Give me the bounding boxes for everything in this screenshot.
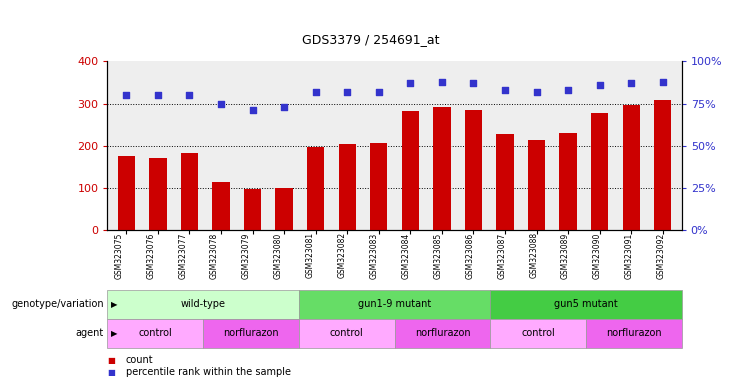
Bar <box>244 189 262 230</box>
Text: ▶: ▶ <box>111 329 118 338</box>
Bar <box>654 100 671 230</box>
Text: control: control <box>139 328 172 338</box>
Text: GSM323078: GSM323078 <box>210 232 219 278</box>
Text: GSM323087: GSM323087 <box>497 232 506 278</box>
Point <box>531 89 542 95</box>
Text: control: control <box>521 328 555 338</box>
Text: GSM323083: GSM323083 <box>370 232 379 278</box>
Text: control: control <box>330 328 364 338</box>
Point <box>657 79 668 85</box>
Point <box>152 92 164 98</box>
Bar <box>118 157 135 230</box>
Bar <box>370 143 388 230</box>
Bar <box>181 153 198 230</box>
Text: genotype/variation: genotype/variation <box>11 299 104 310</box>
Text: GSM323086: GSM323086 <box>465 232 474 278</box>
Bar <box>276 188 293 230</box>
Text: ■: ■ <box>107 368 116 377</box>
Text: ■: ■ <box>107 356 116 365</box>
Bar <box>591 113 608 230</box>
Point <box>499 87 511 93</box>
Text: GSM323082: GSM323082 <box>338 232 347 278</box>
Text: norflurazon: norflurazon <box>606 328 662 338</box>
Point <box>468 80 479 86</box>
Point <box>594 82 605 88</box>
Text: norflurazon: norflurazon <box>415 328 471 338</box>
Point <box>562 87 574 93</box>
Bar <box>339 144 356 230</box>
Bar <box>528 139 545 230</box>
Text: GSM323075: GSM323075 <box>114 232 124 279</box>
Text: wild-type: wild-type <box>181 299 226 310</box>
Text: GSM323077: GSM323077 <box>178 232 187 279</box>
Point <box>121 92 133 98</box>
Text: GDS3379 / 254691_at: GDS3379 / 254691_at <box>302 33 439 46</box>
Text: GSM323081: GSM323081 <box>306 232 315 278</box>
Point <box>310 89 322 95</box>
Point <box>247 108 259 114</box>
Bar <box>496 134 514 230</box>
Point <box>625 80 637 86</box>
Bar <box>213 182 230 230</box>
Point <box>278 104 290 110</box>
Text: gun1-9 mutant: gun1-9 mutant <box>358 299 431 310</box>
Bar <box>149 158 167 230</box>
Bar <box>307 147 325 230</box>
Bar <box>402 111 419 230</box>
Text: GSM323092: GSM323092 <box>657 232 665 278</box>
Text: gun5 mutant: gun5 mutant <box>554 299 618 310</box>
Text: GSM323090: GSM323090 <box>593 232 602 279</box>
Bar <box>465 110 482 230</box>
Point <box>373 89 385 95</box>
Text: GSM323091: GSM323091 <box>625 232 634 278</box>
Text: GSM323076: GSM323076 <box>146 232 156 279</box>
Point <box>342 89 353 95</box>
Text: ▶: ▶ <box>111 300 118 309</box>
Point <box>405 80 416 86</box>
Bar <box>622 104 640 230</box>
Text: percentile rank within the sample: percentile rank within the sample <box>126 367 291 377</box>
Point <box>436 79 448 85</box>
Text: GSM323084: GSM323084 <box>402 232 411 278</box>
Text: norflurazon: norflurazon <box>223 328 279 338</box>
Text: GSM323088: GSM323088 <box>529 232 538 278</box>
Text: count: count <box>126 355 153 365</box>
Text: GSM323089: GSM323089 <box>561 232 570 278</box>
Text: agent: agent <box>76 328 104 338</box>
Text: GSM323079: GSM323079 <box>242 232 251 279</box>
Text: GSM323080: GSM323080 <box>274 232 283 278</box>
Bar <box>433 107 451 230</box>
Point <box>215 101 227 107</box>
Text: GSM323085: GSM323085 <box>433 232 442 278</box>
Bar <box>559 133 576 230</box>
Point <box>184 92 196 98</box>
